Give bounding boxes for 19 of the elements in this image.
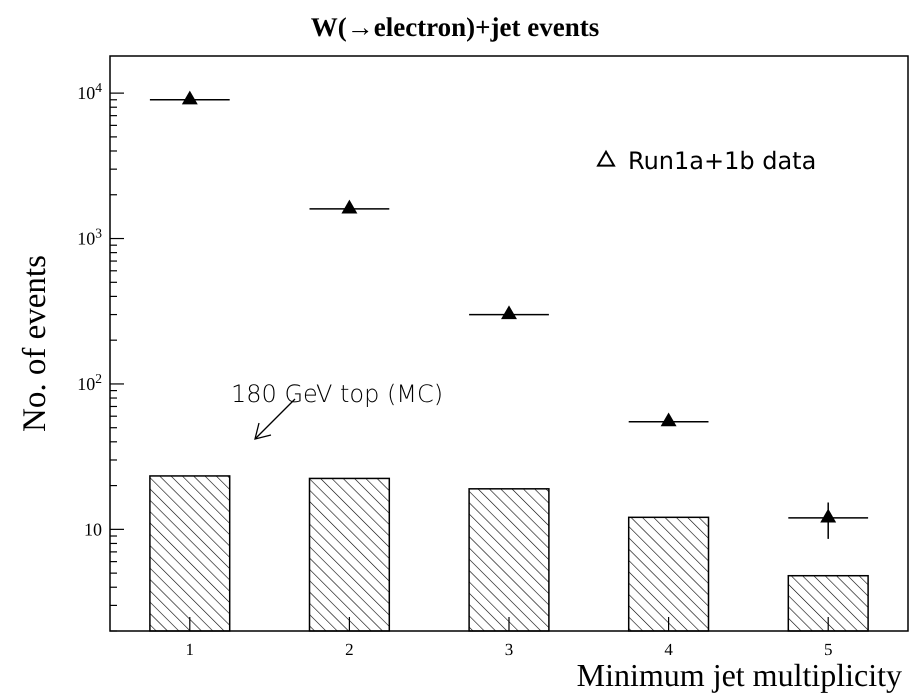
chart-title: W(→electron)+jet events [310,12,600,42]
point [341,200,358,214]
y-tick-label: 10$^{2}$ [77,370,102,394]
y-axis-title: No. of events [17,255,53,432]
y-tick-label: 10$^{4}$ [77,80,102,104]
x-tick-label: 2 [345,640,354,659]
x-tick-label: 4 [664,640,674,659]
point [660,412,677,426]
point [501,305,517,320]
x-axis-title: Minimum jet multiplicity [576,657,902,693]
point [820,508,836,522]
y-tick-label: 10$^{3}$ [77,225,102,249]
x-tick-label: 3 [504,640,514,659]
x-tick-label: 5 [824,640,832,659]
annotation: 180 GeV top (MC) [231,380,444,408]
x-tick-label: 1 [186,640,194,659]
y-tick-label: 10 [84,519,102,540]
point [182,90,198,104]
legend-label: Run1a+1b data [628,147,816,175]
